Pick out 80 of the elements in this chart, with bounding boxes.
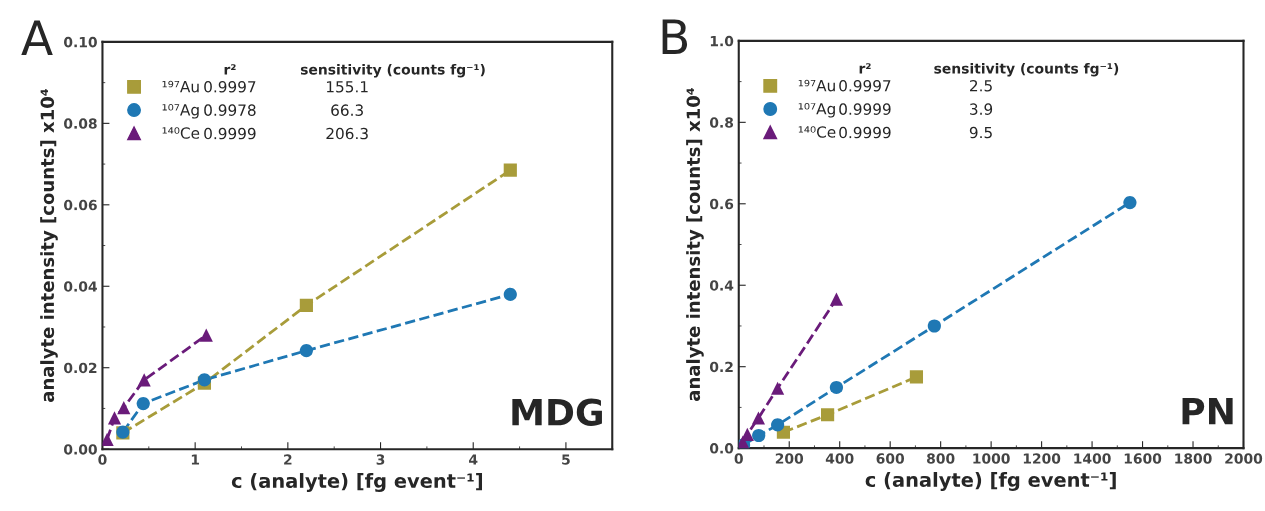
y-tick-label: 0.4 xyxy=(709,280,734,291)
annotation: 2.5 xyxy=(970,79,992,92)
x-tick-label: 200 xyxy=(775,453,804,464)
y-tick-label: 0.8 xyxy=(709,117,734,128)
y-tick-label: 1.0 xyxy=(710,35,734,47)
annotation: MDG xyxy=(512,398,602,426)
annotation: sensitivity (counts fg⁻¹) xyxy=(300,63,485,78)
y-tick-label: 0.08 xyxy=(64,118,97,129)
y-tick-label: 0.6 xyxy=(709,198,734,210)
point xyxy=(299,344,313,358)
point xyxy=(107,411,122,425)
annotation: r² xyxy=(224,64,236,75)
annotation: 3.9 xyxy=(970,103,993,115)
legend-label: ¹⁴⁰Ce xyxy=(798,126,836,138)
x-tick-label: 1200 xyxy=(1023,453,1061,464)
annotation: r² xyxy=(859,63,871,74)
y-tick-label: 0.00 xyxy=(64,444,97,455)
point xyxy=(503,287,517,301)
legend-label: ¹⁹⁷Au xyxy=(162,80,199,93)
legend-label: ¹⁹⁷Au xyxy=(798,79,835,92)
legend-label: ¹⁰⁷Ag xyxy=(162,104,199,119)
point xyxy=(829,292,844,306)
annotation: 0.9999 xyxy=(839,126,891,139)
point xyxy=(927,319,941,333)
point xyxy=(740,427,754,441)
point xyxy=(117,401,131,415)
point xyxy=(503,163,517,177)
x-tick-label: 1000 xyxy=(973,453,1010,464)
point xyxy=(771,418,785,432)
annotation: 0.9997 xyxy=(204,80,256,93)
x-tick-label: 600 xyxy=(876,453,905,464)
chart-title: A xyxy=(21,20,53,55)
x-axis-title: c (analyte) [fg event⁻¹] xyxy=(865,472,1116,491)
point xyxy=(102,432,114,446)
y-tick-label: 0.06 xyxy=(64,199,97,211)
point xyxy=(821,408,835,422)
x-tick-label: 4 xyxy=(469,454,478,465)
x-tick-label: 2 xyxy=(284,454,292,465)
point xyxy=(909,370,924,384)
annotation: 0.9978 xyxy=(204,104,256,116)
point xyxy=(137,373,151,387)
annotation: 9.5 xyxy=(969,126,992,139)
chart-title: B xyxy=(662,19,688,54)
annotation: 66.3 xyxy=(331,104,363,116)
x-tick-label: 800 xyxy=(927,453,955,464)
x-tick-label: 1 xyxy=(191,454,200,465)
y-tick-label: 0.0 xyxy=(709,443,734,454)
annotation: 206.3 xyxy=(326,127,368,140)
point xyxy=(771,381,785,395)
annotation: 0.9999 xyxy=(204,127,256,140)
y-tick-label: 0.02 xyxy=(64,362,97,374)
annotation: PN xyxy=(1182,398,1233,425)
x-tick-label: 0 xyxy=(98,454,107,465)
legend-label: ¹⁰⁷Ag xyxy=(798,103,835,118)
x-tick-label: 1800 xyxy=(1175,453,1212,464)
legend-label: ¹⁴⁰Ce xyxy=(162,127,200,139)
point xyxy=(299,298,313,312)
point xyxy=(136,396,150,411)
annotation: sensitivity (counts fg⁻¹) xyxy=(934,62,1119,77)
x-tick-label: 0 xyxy=(734,453,743,464)
point xyxy=(1123,195,1137,210)
point xyxy=(829,380,844,395)
x-tick-label: 400 xyxy=(825,453,854,464)
y-axis-title: analyte intensity [counts] x10⁴ xyxy=(686,88,704,401)
y-axis-title: analyte intensity [counts] x10⁴ xyxy=(40,89,58,402)
y-tick-label: 0.04 xyxy=(64,281,97,292)
x-tick-label: 1400 xyxy=(1074,453,1111,464)
x-tick-label: 1600 xyxy=(1124,453,1162,464)
y-tick-label: 0.2 xyxy=(709,361,733,373)
point xyxy=(752,428,766,443)
point xyxy=(751,411,766,425)
x-tick-label: 3 xyxy=(376,454,385,465)
x-tick-label: 5 xyxy=(562,454,570,465)
annotation: 155.1 xyxy=(326,81,368,93)
annotation: 0.9999 xyxy=(839,103,891,115)
x-axis-title: c (analyte) [fg event⁻¹] xyxy=(231,473,483,492)
y-tick-label: 0.10 xyxy=(64,36,97,48)
x-tick-label: 2000 xyxy=(1225,453,1263,464)
annotation: 0.9997 xyxy=(839,79,891,92)
point xyxy=(199,328,213,342)
